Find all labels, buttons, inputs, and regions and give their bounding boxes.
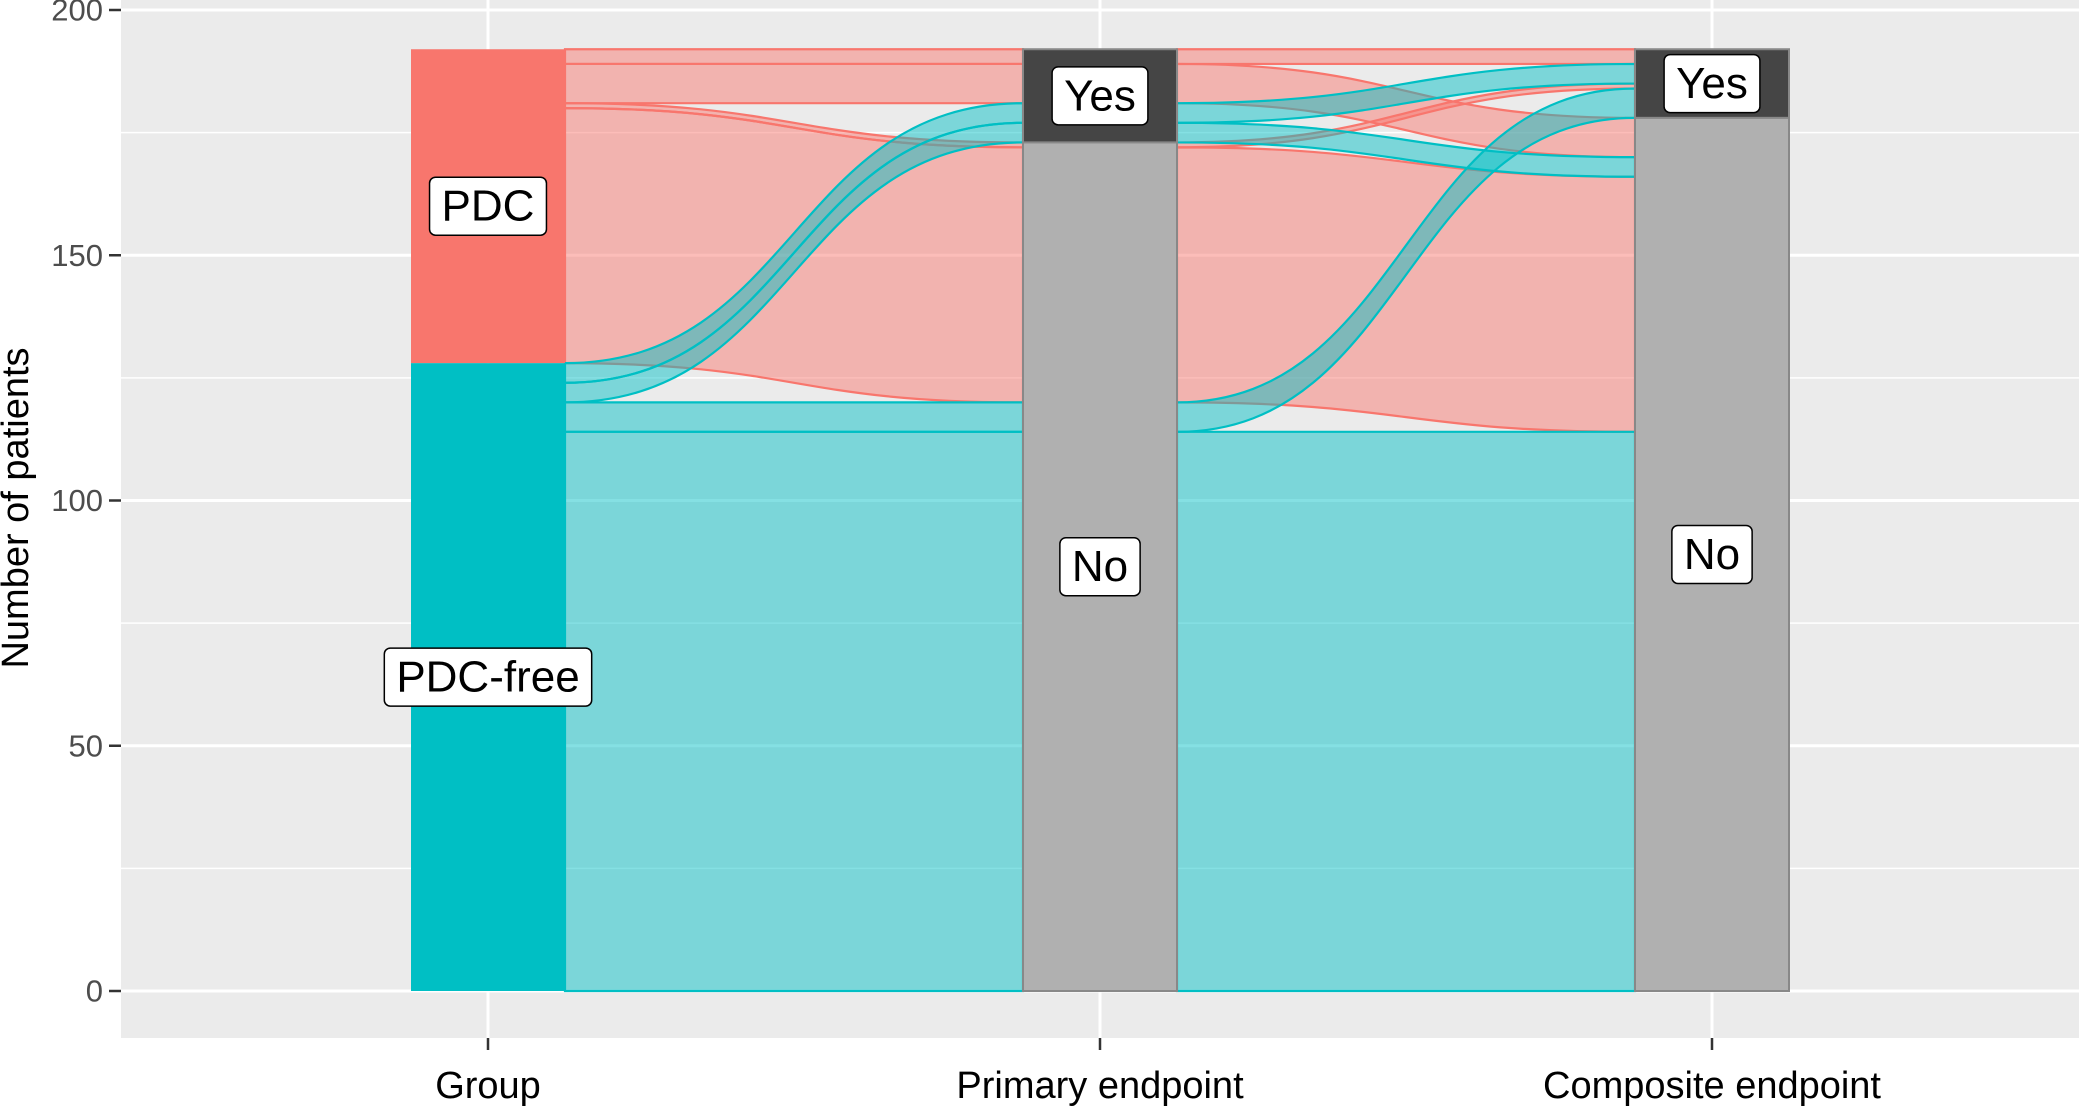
y-tick-label: 150 [51,238,103,273]
label-text: Yes [1676,59,1748,108]
label-box [383,647,593,707]
flow-pdc-free-primary-to-composite [1175,430,1637,993]
x-tick-label: Primary endpoint [956,1065,1244,1107]
flow-pdc-group-to-primary [563,48,1025,66]
stratum-label-group-pdc-free: PDC-free [383,647,593,707]
flow-pdc-free-group-to-primary [563,430,1025,993]
label-text: PDC [442,182,535,231]
flow-pdc-primary-to-composite [1175,146,1637,433]
flow-pdc-group-to-primary [563,62,1025,105]
flow-pdc-primary-to-composite [1175,48,1637,66]
y-tick-label: 200 [51,0,103,28]
y-tick-label: 50 [69,728,103,763]
stratum-label-primary-yes: Yes [1051,66,1149,126]
label-text: No [1684,530,1740,579]
label-text: Yes [1064,71,1136,120]
y-axis: 0 50 100 150 200 [51,0,121,1009]
label-box [428,176,548,236]
y-tick-label: 0 [86,974,103,1009]
label-box [1051,66,1149,126]
label-text: No [1072,542,1128,591]
stratum-label-composite-no: No [1671,524,1753,585]
stratum-labels: PDC PDC-free Yes No Yes No [383,53,1761,707]
stratum-label-primary-no: No [1059,536,1141,597]
stratum-label-group-pdc: PDC [428,176,548,236]
stratum-label-composite-yes: Yes [1663,53,1761,114]
label-box [1671,524,1753,585]
flow-pdc-free-group-to-primary [563,401,1025,433]
x-tick-label: Composite endpoint [1543,1065,1881,1107]
label-box [1663,53,1761,114]
y-tick-label: 100 [51,483,103,518]
label-text: PDC-free [396,653,579,702]
x-axis: Group Primary endpoint Composite endpoint [435,1038,1881,1107]
flows [563,48,1637,993]
y-axis-title: Number of patients [0,347,37,668]
x-tick-label: Group [435,1065,541,1107]
label-box [1059,536,1141,597]
